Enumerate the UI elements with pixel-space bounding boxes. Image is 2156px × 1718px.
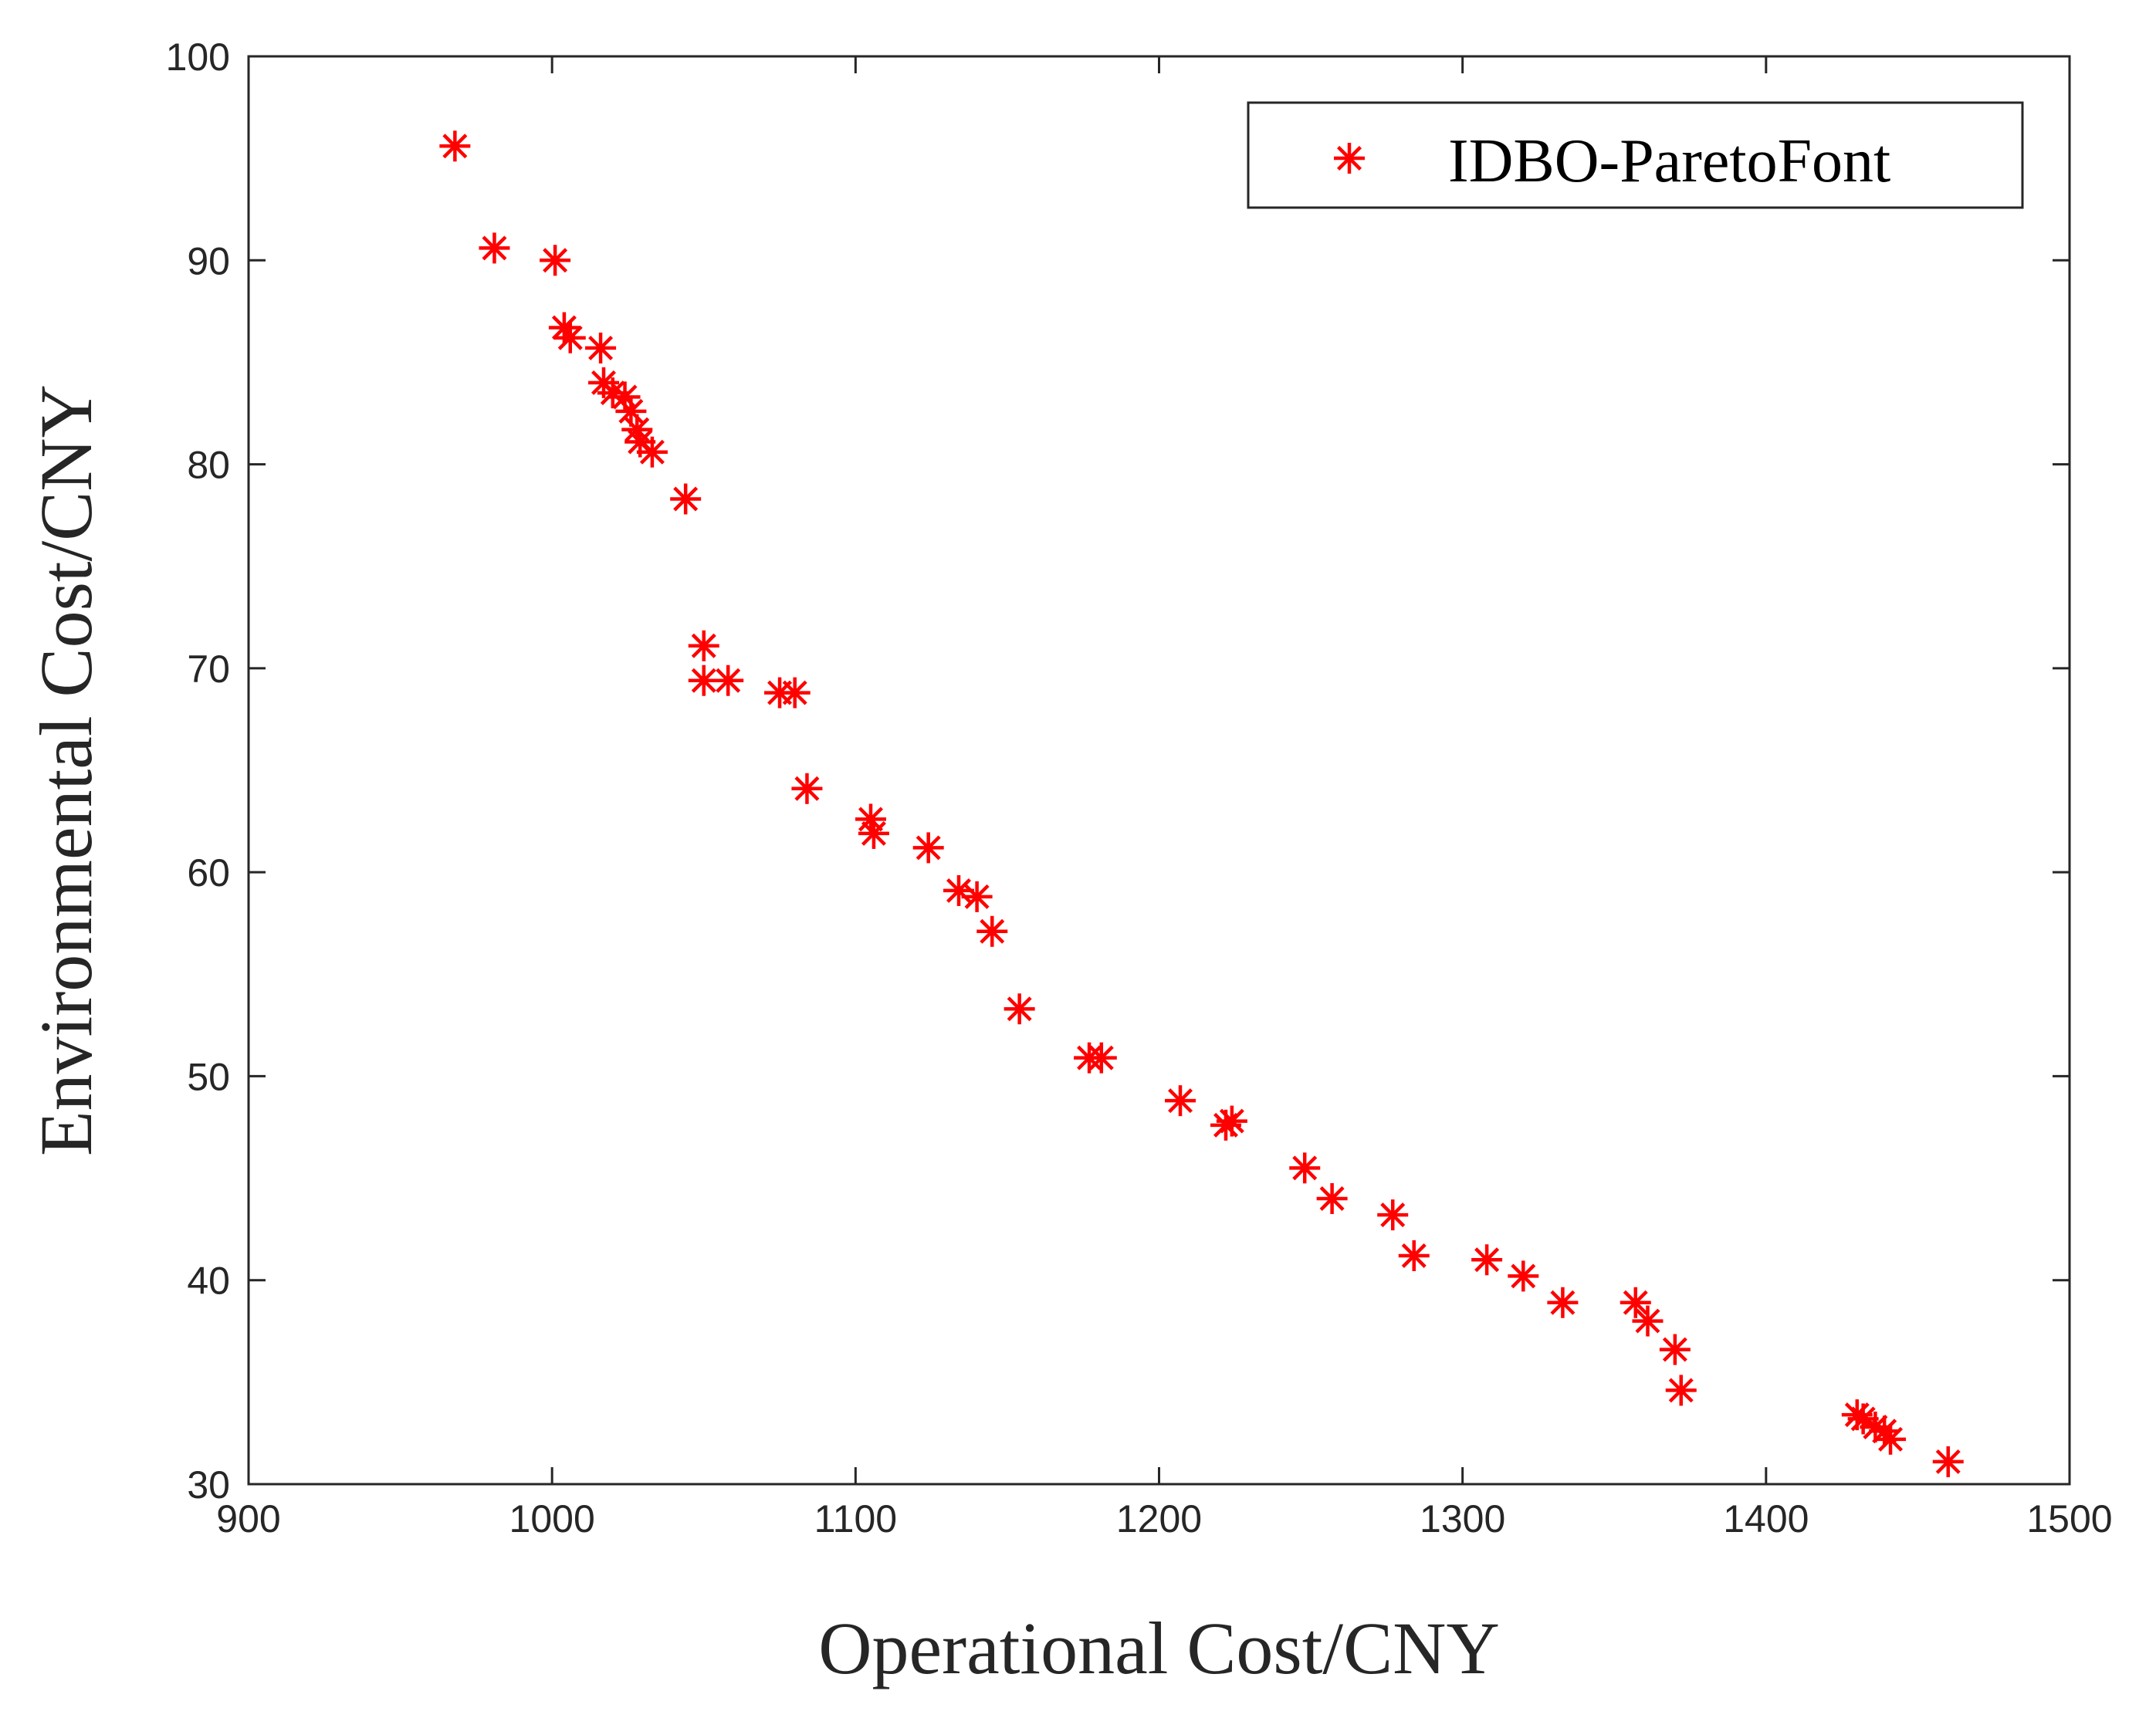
data-point: [1471, 1244, 1503, 1276]
y-axis-title: Environmental Cost/CNY: [25, 384, 107, 1156]
data-point: [1875, 1423, 1907, 1455]
data-point: [855, 803, 886, 835]
data-point: [1289, 1152, 1321, 1184]
x-tick-label: 1400: [1723, 1497, 1809, 1540]
data-point: [912, 832, 944, 864]
x-tick-label: 1100: [814, 1497, 898, 1540]
data-point: [554, 322, 586, 353]
data-point: [1632, 1305, 1664, 1337]
data-point: [439, 130, 471, 162]
y-tick-label: 40: [187, 1260, 230, 1303]
data-point: [670, 483, 702, 515]
legend-marker-asterisk-icon: [1334, 143, 1365, 174]
data-points: [439, 130, 1964, 1477]
data-point: [1216, 1105, 1247, 1137]
legend: IDBO-ParetoFont: [1247, 101, 2024, 209]
x-tick-label: 1500: [2026, 1497, 2112, 1540]
data-point: [961, 881, 993, 912]
x-tick-label: 900: [216, 1497, 280, 1540]
data-point: [688, 665, 719, 696]
axis-tick-labels: 900 1000 1100 1200 1300 1400 1500 30 40 50 60 70 80 9…: [166, 36, 2113, 1540]
data-point: [1932, 1446, 1964, 1477]
data-point: [791, 773, 823, 804]
y-tick-label: 90: [187, 239, 230, 282]
data-point: [712, 665, 744, 696]
data-point: [858, 817, 889, 849]
data-point: [1398, 1240, 1430, 1271]
data-point: [1620, 1287, 1651, 1318]
data-point: [1085, 1042, 1117, 1074]
y-tick-label: 50: [187, 1055, 230, 1098]
y-tick-label: 80: [187, 444, 230, 487]
x-tick-label: 1000: [509, 1497, 595, 1540]
legend-box: [1247, 101, 2024, 209]
legend-label: IDBO-ParetoFont: [1448, 127, 1890, 195]
y-tick-label: 30: [187, 1463, 230, 1507]
legend-marker-icon: [1334, 143, 1365, 174]
x-tick-label: 1300: [1420, 1497, 1505, 1540]
data-point: [585, 332, 617, 364]
axis-ticks: [247, 55, 2071, 1486]
y-tick-label: 100: [166, 36, 230, 79]
data-point: [636, 436, 668, 468]
data-point: [779, 677, 811, 709]
y-tick-label: 60: [187, 851, 230, 895]
y-tick-label: 70: [187, 648, 230, 691]
data-point: [1377, 1199, 1409, 1231]
data-point: [1547, 1287, 1579, 1318]
data-point: [688, 630, 719, 661]
x-axis-title: Operational Cost/CNY: [818, 1607, 1500, 1689]
data-point: [1665, 1375, 1697, 1406]
x-tick-label: 1200: [1116, 1497, 1202, 1540]
data-point: [1316, 1183, 1348, 1214]
data-point: [976, 915, 1008, 947]
data-point: [1659, 1334, 1691, 1365]
data-point: [1004, 993, 1035, 1025]
data-point: [540, 245, 571, 276]
data-point: [1165, 1085, 1196, 1117]
data-point: [479, 232, 510, 264]
data-point: [1847, 1403, 1879, 1435]
data-point: [1508, 1260, 1539, 1292]
